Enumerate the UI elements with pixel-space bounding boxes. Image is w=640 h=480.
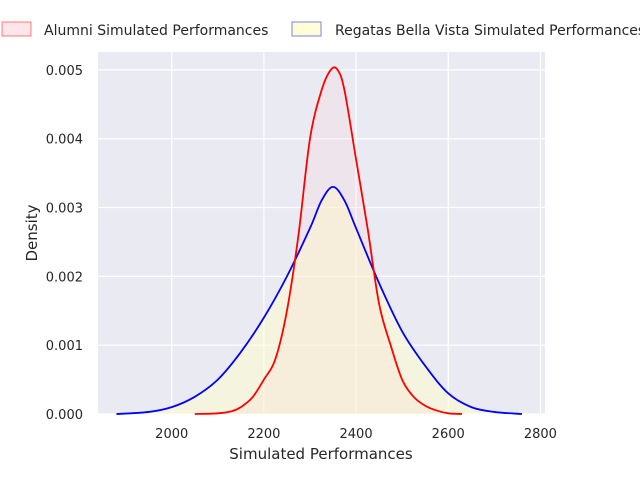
- x-tick-label: 2800: [524, 427, 557, 442]
- y-tick-label: 0.002: [46, 270, 83, 285]
- legend-label-alumni: Alumni Simulated Performances: [44, 23, 268, 39]
- y-tick-label: 0.005: [46, 64, 83, 79]
- x-axis: 2000 2200 2400 2600 2800: [155, 427, 557, 442]
- y-tick-label: 0.004: [46, 133, 83, 148]
- x-tick-label: 2400: [340, 427, 373, 442]
- legend-swatch-alumni: [1, 21, 32, 37]
- legend-label-regatas: Regatas Bella Vista Simulated Performanc…: [335, 23, 640, 39]
- y-tick-label: 0.001: [46, 339, 83, 354]
- x-tick-label: 2600: [432, 427, 465, 442]
- line-regatas: [116, 185, 523, 415]
- area-regatas: [116, 186, 522, 414]
- legend: Alumni Simulated Performances Regatas Be…: [1, 21, 640, 39]
- x-axis-label: Simulated Performances: [229, 445, 413, 463]
- y-axis: 0.000 0.001 0.002 0.003 0.004 0.005: [46, 64, 83, 423]
- area-alumni: [194, 67, 463, 414]
- x-tick-label: 2200: [247, 427, 280, 442]
- y-tick-label: 0.000: [46, 408, 83, 423]
- line-alumni: [194, 66, 463, 415]
- y-axis-label: Density: [23, 204, 41, 261]
- legend-swatch-regatas: [291, 21, 322, 37]
- y-tick-label: 0.003: [46, 202, 83, 217]
- density-lines: [116, 66, 523, 415]
- density-areas: [116, 67, 522, 414]
- x-tick-label: 2000: [155, 427, 188, 442]
